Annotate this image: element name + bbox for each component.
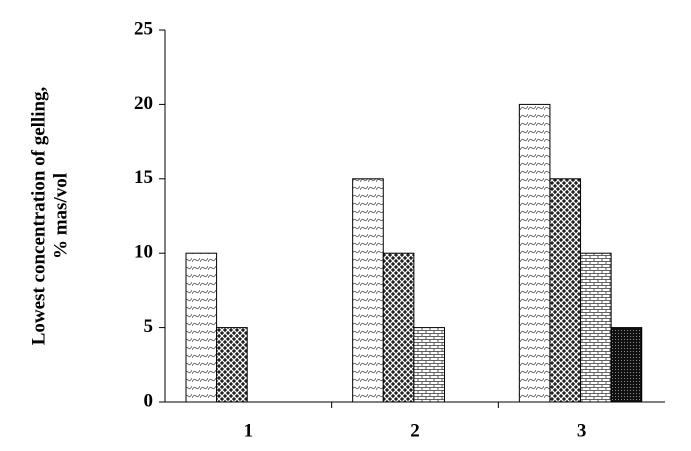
- bar: [580, 252, 612, 403]
- y-tick-label: 20: [134, 93, 153, 114]
- y-axis-title-line: % mas/vol: [50, 173, 71, 259]
- bar: [352, 178, 384, 403]
- bar: [382, 252, 415, 403]
- y-axis-title: Lowest concentration of gelling, % mas/v…: [28, 86, 71, 345]
- bar: [216, 327, 248, 403]
- y-tick-label: 15: [134, 167, 153, 188]
- y-axis-title-line: Lowest concentration of gelling,: [28, 86, 49, 345]
- y-tick-label: 25: [134, 18, 153, 39]
- x-tick-label: 1: [244, 420, 254, 441]
- y-tick-label: 0: [144, 390, 154, 411]
- y-tick-label: 10: [134, 242, 153, 263]
- bar: [413, 327, 445, 403]
- bar: [610, 327, 643, 403]
- bar: [185, 252, 218, 403]
- x-tick-label: 3: [577, 420, 587, 441]
- bar: [518, 103, 551, 403]
- bar: [549, 178, 582, 403]
- x-tick-label: 2: [410, 420, 420, 441]
- y-tick-label: 5: [144, 316, 154, 337]
